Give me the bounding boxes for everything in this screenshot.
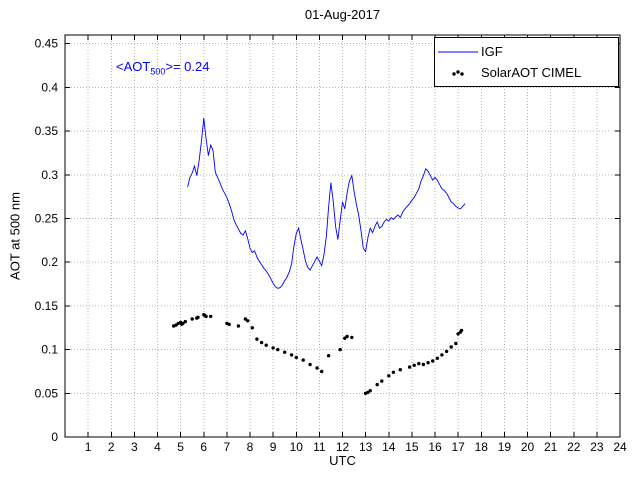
- svg-text:3: 3: [131, 440, 138, 454]
- legend: IGF SolarAOT CIMEL: [434, 37, 619, 87]
- svg-text:16: 16: [428, 440, 442, 454]
- legend-label-igf: IGF: [481, 44, 503, 59]
- svg-text:11: 11: [313, 440, 326, 454]
- legend-item-igf: IGF: [435, 41, 618, 62]
- svg-text:0.2: 0.2: [41, 255, 58, 269]
- y-axis-label: AOT at 500 nm: [7, 192, 23, 280]
- svg-text:4: 4: [154, 440, 161, 454]
- svg-text:12: 12: [336, 440, 350, 454]
- svg-text:20: 20: [521, 440, 535, 454]
- x-axis-label: UTC: [329, 453, 356, 468]
- svg-text:18: 18: [475, 440, 489, 454]
- svg-text:0: 0: [51, 430, 58, 444]
- annotation-subscript: 500: [150, 66, 166, 77]
- svg-text:10: 10: [290, 440, 304, 454]
- svg-text:9: 9: [270, 440, 277, 454]
- mean-aot-annotation: <AOT500>= 0.24: [116, 59, 209, 77]
- svg-text:0.45: 0.45: [35, 37, 59, 51]
- svg-text:0.25: 0.25: [35, 212, 59, 226]
- svg-text:24: 24: [613, 440, 627, 454]
- legend-item-solaraot-cimel: SolarAOT CIMEL: [435, 62, 618, 83]
- svg-text:22: 22: [567, 440, 581, 454]
- svg-text:21: 21: [544, 440, 558, 454]
- svg-text:17: 17: [451, 440, 465, 454]
- cimel-dots-sample-icon: [452, 69, 464, 76]
- svg-text:14: 14: [382, 440, 396, 454]
- svg-text:0.35: 0.35: [35, 124, 59, 138]
- svg-text:0.1: 0.1: [41, 343, 58, 357]
- svg-text:2: 2: [108, 440, 115, 454]
- svg-text:6: 6: [200, 440, 207, 454]
- annotation-prefix: <AOT: [116, 59, 151, 74]
- svg-text:0.4: 0.4: [41, 80, 58, 94]
- svg-text:8: 8: [247, 440, 254, 454]
- legend-label-solaraot-cimel: SolarAOT CIMEL: [481, 65, 582, 80]
- svg-text:0.3: 0.3: [41, 168, 58, 182]
- svg-text:13: 13: [359, 440, 373, 454]
- svg-text:1: 1: [85, 440, 92, 454]
- svg-text:15: 15: [405, 440, 419, 454]
- svg-text:23: 23: [590, 440, 604, 454]
- svg-text:19: 19: [498, 440, 512, 454]
- svg-text:0.15: 0.15: [35, 299, 59, 313]
- svg-text:5: 5: [177, 440, 184, 454]
- svg-text:7: 7: [224, 440, 231, 454]
- annotation-suffix: >= 0.24: [165, 59, 210, 74]
- svg-text:0.05: 0.05: [35, 386, 59, 400]
- igf-line-sample-icon: [438, 51, 478, 52]
- chart-title: 01-Aug-2017: [304, 7, 381, 22]
